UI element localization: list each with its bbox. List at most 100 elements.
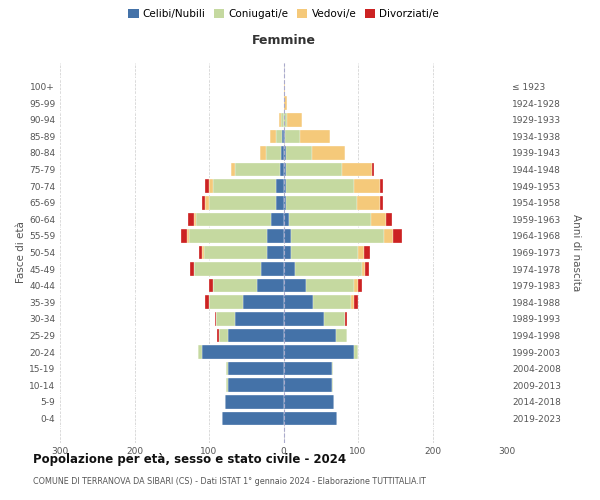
Bar: [217, 312, 235, 326]
Bar: [198, 346, 202, 359]
Bar: [364, 246, 370, 260]
Bar: [286, 146, 312, 160]
Bar: [235, 162, 280, 176]
Bar: [279, 113, 281, 126]
Bar: [202, 346, 284, 359]
Bar: [227, 328, 284, 342]
Bar: [284, 378, 332, 392]
Bar: [284, 196, 286, 209]
Bar: [205, 180, 209, 193]
Bar: [276, 180, 284, 193]
Bar: [266, 146, 281, 160]
Bar: [271, 212, 284, 226]
Bar: [284, 229, 291, 242]
Bar: [181, 229, 187, 242]
Bar: [284, 312, 325, 326]
Bar: [187, 229, 189, 242]
Bar: [354, 279, 358, 292]
Bar: [354, 296, 358, 309]
Bar: [218, 328, 227, 342]
Text: COMUNE DI TERRANOVA DA SIBARI (CS) - Dati ISTAT 1° gennaio 2024 - Elaborazione T: COMUNE DI TERRANOVA DA SIBARI (CS) - Dat…: [33, 478, 426, 486]
Bar: [284, 180, 286, 193]
Bar: [194, 212, 196, 226]
Bar: [284, 246, 291, 260]
Bar: [226, 395, 284, 408]
Bar: [284, 279, 306, 292]
Bar: [346, 312, 347, 326]
Y-axis label: Anni di nascita: Anni di nascita: [571, 214, 581, 291]
Bar: [354, 346, 358, 359]
Bar: [289, 212, 371, 226]
Bar: [312, 146, 346, 160]
Bar: [380, 180, 383, 193]
Bar: [384, 229, 393, 242]
Bar: [196, 212, 271, 226]
Bar: [284, 362, 332, 376]
Bar: [286, 162, 343, 176]
Bar: [204, 246, 267, 260]
Bar: [227, 378, 284, 392]
Bar: [213, 180, 276, 193]
Bar: [261, 262, 284, 276]
Bar: [353, 180, 380, 193]
Bar: [276, 130, 282, 143]
Bar: [281, 113, 284, 126]
Bar: [260, 146, 266, 160]
Bar: [365, 262, 369, 276]
Bar: [284, 296, 313, 309]
Bar: [306, 279, 354, 292]
Bar: [217, 328, 218, 342]
Bar: [270, 130, 276, 143]
Bar: [371, 212, 386, 226]
Bar: [235, 312, 284, 326]
Bar: [194, 262, 261, 276]
Bar: [280, 162, 284, 176]
Bar: [332, 378, 334, 392]
Bar: [335, 328, 347, 342]
Bar: [286, 180, 353, 193]
Bar: [232, 162, 235, 176]
Text: Femmine: Femmine: [251, 34, 316, 48]
Bar: [358, 279, 362, 292]
Bar: [295, 262, 362, 276]
Bar: [267, 229, 284, 242]
Bar: [286, 196, 357, 209]
Bar: [284, 80, 285, 94]
Bar: [284, 412, 337, 425]
Bar: [188, 212, 194, 226]
Bar: [226, 362, 227, 376]
Bar: [209, 279, 213, 292]
Bar: [291, 246, 358, 260]
Bar: [215, 312, 217, 326]
Bar: [284, 262, 295, 276]
Bar: [287, 113, 302, 126]
Bar: [227, 362, 284, 376]
Bar: [386, 212, 392, 226]
Bar: [202, 196, 205, 209]
Bar: [190, 262, 194, 276]
Bar: [291, 229, 384, 242]
Bar: [281, 146, 284, 160]
Bar: [284, 212, 289, 226]
Bar: [358, 246, 364, 260]
Bar: [313, 296, 350, 309]
Bar: [393, 229, 402, 242]
Bar: [226, 378, 227, 392]
Bar: [205, 296, 209, 309]
Bar: [284, 96, 287, 110]
Bar: [285, 130, 300, 143]
Bar: [202, 246, 204, 260]
Bar: [284, 130, 285, 143]
Bar: [325, 312, 346, 326]
Bar: [350, 296, 354, 309]
Bar: [276, 196, 284, 209]
Y-axis label: Fasce di età: Fasce di età: [16, 222, 26, 284]
Bar: [284, 395, 334, 408]
Bar: [357, 196, 380, 209]
Bar: [205, 196, 209, 209]
Bar: [362, 262, 365, 276]
Bar: [372, 162, 374, 176]
Bar: [284, 146, 286, 160]
Bar: [209, 196, 276, 209]
Bar: [284, 113, 287, 126]
